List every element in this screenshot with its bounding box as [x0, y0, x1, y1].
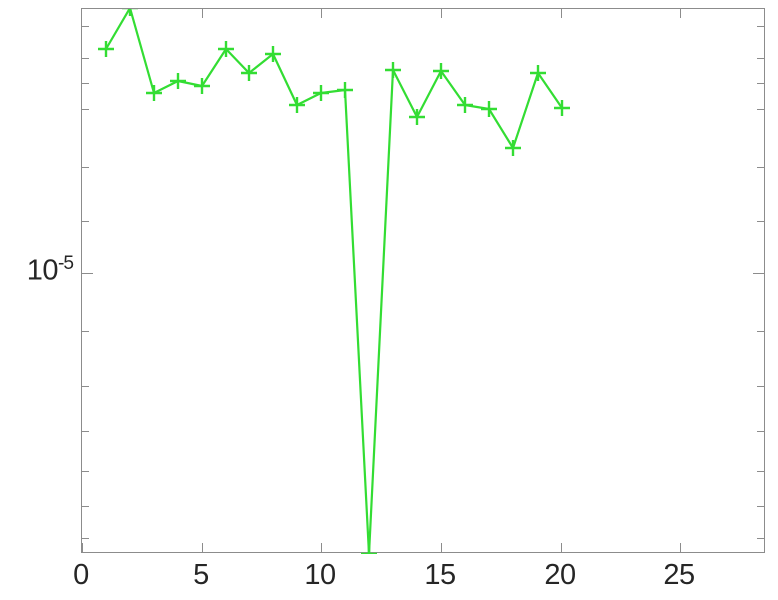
x-tick-top — [561, 9, 562, 18]
series-polyline — [105, 9, 563, 554]
x-tick — [202, 543, 203, 552]
data-point-marker — [241, 65, 257, 81]
data-point-marker — [481, 101, 497, 117]
x-tick-label: 10 — [304, 559, 336, 591]
data-point-marker — [361, 546, 377, 554]
x-tick — [561, 543, 562, 552]
y-major-tick-right — [753, 273, 764, 274]
data-series-line — [98, 9, 570, 554]
x-tick — [82, 543, 83, 552]
data-point-marker — [385, 62, 401, 78]
data-point-marker — [530, 65, 546, 81]
x-tick-label: 5 — [193, 559, 209, 591]
x-tick-top — [321, 9, 322, 18]
y-minor-tick-right — [757, 331, 764, 332]
data-point-marker — [218, 41, 234, 57]
y-major-tick — [82, 273, 93, 274]
y-minor-tick-right — [757, 167, 764, 168]
x-tick — [680, 543, 681, 552]
x-tick-label: 15 — [424, 559, 456, 591]
y-minor-tick — [82, 26, 89, 27]
y-minor-tick — [82, 58, 89, 59]
data-point-marker — [554, 100, 570, 116]
x-tick — [441, 543, 442, 552]
y-minor-tick-right — [757, 83, 764, 84]
y-minor-tick-right — [757, 221, 764, 222]
data-point-marker — [146, 85, 162, 101]
y-minor-tick-right — [757, 58, 764, 59]
data-point-marker — [505, 140, 521, 156]
data-point-marker — [289, 97, 305, 113]
data-point-marker — [313, 85, 329, 101]
data-point-marker — [337, 82, 353, 98]
data-point-marker — [122, 9, 138, 16]
y-axis-exponent: -5 — [57, 253, 74, 274]
data-point-marker — [194, 78, 210, 94]
data-point-marker — [409, 109, 425, 125]
y-minor-tick — [82, 331, 89, 332]
y-minor-tick — [82, 221, 89, 222]
data-point-marker — [457, 97, 473, 113]
y-minor-tick — [82, 506, 89, 507]
x-tick-label: 0 — [73, 559, 89, 591]
y-minor-tick-right — [757, 431, 764, 432]
y-minor-tick — [82, 386, 89, 387]
y-minor-tick — [82, 431, 89, 432]
y-minor-tick — [82, 471, 89, 472]
plot-area — [81, 8, 765, 554]
x-tick-label: 20 — [544, 559, 576, 591]
data-point-marker — [265, 46, 281, 62]
y-minor-tick — [82, 167, 89, 168]
y-minor-tick-right — [757, 109, 764, 110]
y-axis-mantissa: 10 — [26, 254, 59, 287]
y-minor-tick-right — [757, 506, 764, 507]
data-point-marker — [433, 63, 449, 79]
data-point-marker — [170, 73, 186, 89]
y-minor-tick — [82, 83, 89, 84]
x-tick-label: 25 — [663, 559, 695, 591]
y-minor-tick-right — [757, 26, 764, 27]
y-minor-tick — [82, 538, 89, 539]
y-axis-tick-label: 10-5 — [26, 253, 74, 288]
y-minor-tick-right — [757, 471, 764, 472]
y-minor-tick-right — [757, 386, 764, 387]
x-tick-top — [202, 9, 203, 18]
x-tick-top — [441, 9, 442, 18]
data-point-marker — [98, 41, 114, 57]
x-tick-top — [680, 9, 681, 18]
y-minor-tick-right — [757, 538, 764, 539]
x-tick — [321, 543, 322, 552]
y-minor-tick — [82, 109, 89, 110]
